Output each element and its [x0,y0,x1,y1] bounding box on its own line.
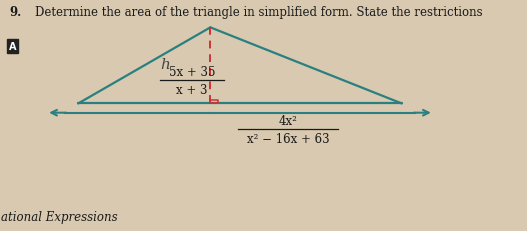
Text: 4x²: 4x² [278,114,297,127]
Text: Determine the area of the triangle in simplified form. State the restrictions: Determine the area of the triangle in si… [35,6,483,19]
Text: A: A [9,42,16,52]
Text: 9.: 9. [9,6,21,19]
Text: 5x + 35: 5x + 35 [169,65,216,78]
Text: h: h [160,58,170,72]
Text: ational Expressions: ational Expressions [1,210,118,223]
Text: x² − 16x + 63: x² − 16x + 63 [247,132,329,145]
Text: x + 3: x + 3 [177,84,208,97]
